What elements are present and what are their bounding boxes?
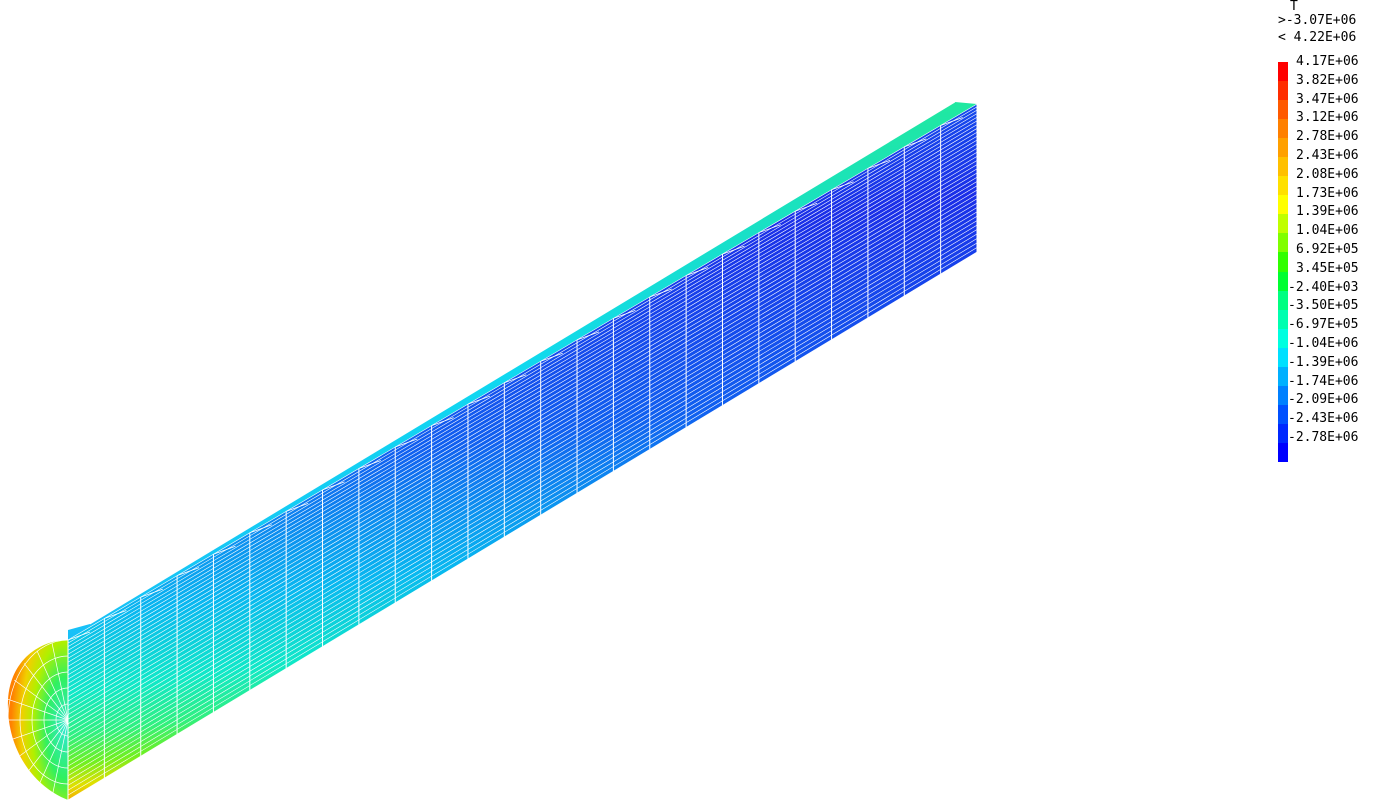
- legend-title: T: [1290, 0, 1298, 14]
- beam-top-face: [68, 102, 977, 640]
- legend-level-label: 2.78E+06: [1296, 129, 1359, 145]
- legend-swatch: [1278, 252, 1288, 272]
- legend-swatch: [1278, 138, 1288, 158]
- legend-swatch: [1278, 423, 1288, 443]
- legend-swatch: [1278, 119, 1288, 139]
- legend-level-label: -2.43E+06: [1288, 411, 1359, 427]
- legend-level-label: -2.78E+06: [1288, 430, 1359, 445]
- legend-level-label: 1.04E+06: [1296, 223, 1359, 239]
- legend-swatch: [1278, 366, 1288, 386]
- legend-swatch: [1278, 233, 1288, 253]
- legend-swatch: [1278, 309, 1288, 329]
- legend-swatch: [1278, 442, 1288, 462]
- legend-level-label: 3.47E+06: [1296, 91, 1359, 107]
- legend-level-label: -1.74E+06: [1288, 373, 1359, 389]
- legend-swatch: [1278, 195, 1288, 215]
- legend-swatch: [1278, 100, 1288, 120]
- legend-swatch: [1278, 81, 1288, 101]
- legend-level-label: 4.17E+06: [1296, 54, 1359, 69]
- legend-level-label: 6.92E+05: [1296, 242, 1359, 257]
- legend-level-label: -1.04E+06: [1288, 336, 1359, 351]
- legend-level-label: 1.39E+06: [1296, 204, 1359, 220]
- legend-level-label: 3.82E+06: [1296, 72, 1359, 88]
- color-legend: T >-3.07E+06 < 4.22E+06 4.17E+06 3.82E+06…: [1270, 0, 1391, 470]
- legend-swatch: [1278, 385, 1288, 405]
- beam-side-face: [68, 104, 977, 800]
- legend-color-bar: [1278, 62, 1288, 462]
- legend-swatch: [1278, 328, 1288, 348]
- legend-min-value: < 4.22E+06: [1278, 30, 1357, 45]
- legend-level-label: -2.40E+03: [1288, 279, 1359, 295]
- legend-level-label: -6.97E+05: [1288, 317, 1359, 333]
- legend-level-label: -2.09E+06: [1288, 392, 1359, 408]
- legend-swatch: [1278, 347, 1288, 367]
- legend-level-label: 2.43E+06: [1296, 148, 1359, 163]
- legend-level-label: -1.39E+06: [1288, 354, 1359, 370]
- legend-swatch: [1278, 62, 1288, 82]
- legend-max-value: >-3.07E+06: [1278, 13, 1357, 28]
- legend-level-label: -3.50E+05: [1288, 298, 1359, 314]
- legend-swatch: [1278, 271, 1288, 291]
- legend-level-label: 3.12E+06: [1296, 110, 1359, 126]
- legend-swatch: [1278, 157, 1288, 177]
- legend-swatch: [1278, 214, 1288, 234]
- legend-level-label: 2.08E+06: [1296, 166, 1359, 182]
- legend-swatch: [1278, 290, 1288, 310]
- legend-level-label: 3.45E+05: [1296, 260, 1359, 276]
- mesh-lines: [6, 95, 1000, 801]
- legend-level-label: 1.73E+06: [1296, 185, 1359, 201]
- legend-swatch: [1278, 404, 1288, 424]
- legend-swatch: [1278, 176, 1288, 196]
